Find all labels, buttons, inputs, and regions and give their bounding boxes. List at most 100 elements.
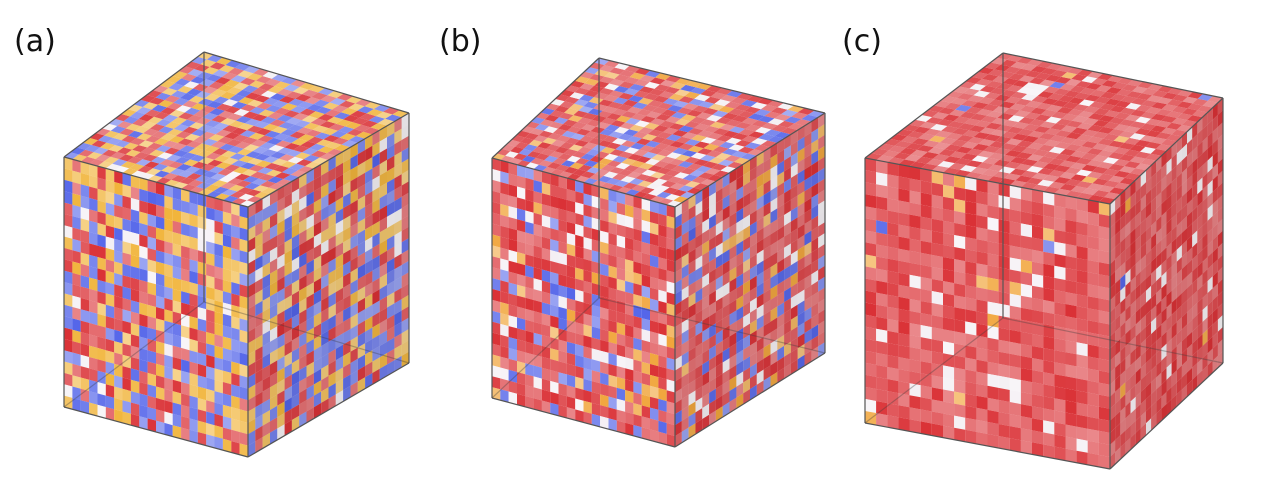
voxel	[105, 407, 115, 421]
voxel	[631, 113, 647, 121]
voxel	[550, 380, 559, 394]
voxel	[270, 269, 278, 286]
voxel	[350, 154, 358, 170]
voxel	[164, 147, 180, 155]
voxel	[197, 386, 207, 401]
voxel	[633, 392, 642, 406]
voxel	[284, 226, 292, 243]
voxel	[287, 124, 304, 132]
cube-front-face	[865, 158, 1110, 469]
voxel	[208, 81, 225, 90]
voxel	[608, 341, 617, 355]
voxel	[181, 222, 190, 237]
voxel	[306, 395, 314, 412]
voxel	[500, 269, 509, 283]
voxel	[660, 156, 676, 164]
voxel	[312, 125, 329, 133]
voxel	[357, 206, 366, 223]
voxel	[365, 282, 373, 298]
voxel	[184, 61, 201, 69]
voxel	[702, 327, 710, 343]
voxel	[149, 97, 165, 105]
voxel	[675, 154, 691, 162]
voxel	[605, 124, 620, 132]
voxel	[387, 155, 395, 172]
voxel	[541, 291, 551, 305]
voxel	[675, 333, 682, 349]
voxel	[239, 284, 248, 298]
voxel	[500, 323, 509, 337]
voxel	[189, 270, 198, 285]
voxel	[620, 176, 636, 183]
voxel	[628, 95, 644, 103]
voxel	[157, 152, 173, 160]
voxel	[224, 79, 240, 88]
voxel	[231, 441, 240, 455]
voxel	[541, 258, 551, 272]
voxel	[203, 67, 219, 75]
voxel	[154, 112, 170, 120]
voxel	[525, 133, 539, 140]
voxel	[139, 188, 148, 203]
voxel	[722, 148, 738, 156]
voxel	[156, 420, 165, 435]
voxel	[566, 199, 576, 213]
voxel	[566, 341, 576, 355]
voxel	[702, 294, 710, 310]
voxel	[591, 184, 601, 198]
voxel	[558, 197, 567, 211]
voxel	[688, 259, 696, 275]
voxel	[606, 142, 622, 150]
voxel	[140, 147, 156, 155]
voxel	[168, 161, 184, 169]
voxel	[343, 115, 360, 122]
voxel	[299, 309, 307, 325]
voxel	[343, 192, 351, 209]
voxel	[379, 148, 387, 165]
voxel	[650, 320, 659, 334]
voxel	[719, 141, 736, 149]
voxel	[217, 84, 234, 92]
voxel	[64, 179, 73, 194]
voxel	[291, 415, 300, 432]
voxel	[105, 225, 115, 239]
voxel	[222, 382, 232, 396]
voxel	[181, 325, 190, 339]
voxel	[492, 354, 501, 368]
voxel	[248, 259, 256, 276]
voxel	[313, 277, 322, 294]
voxel	[95, 128, 111, 136]
voxel	[95, 154, 111, 162]
voxel	[702, 305, 710, 321]
voxel	[579, 135, 595, 143]
voxel	[291, 302, 300, 318]
voxel	[599, 129, 615, 136]
voxel	[156, 352, 165, 367]
voxel	[321, 375, 329, 392]
voxel	[291, 279, 300, 295]
voxel	[630, 160, 646, 168]
voxel	[231, 270, 240, 285]
voxel	[658, 333, 667, 347]
voxel	[508, 238, 517, 252]
voxel	[203, 177, 219, 185]
voxel	[328, 326, 336, 342]
voxel	[156, 119, 172, 127]
voxel	[667, 176, 683, 184]
voxel	[248, 293, 256, 310]
voxel	[663, 145, 679, 153]
voxel	[251, 88, 268, 96]
voxel	[718, 106, 735, 113]
voxel	[541, 378, 551, 392]
voxel	[688, 281, 696, 297]
voxel	[64, 350, 73, 364]
voxel	[262, 341, 270, 358]
voxel	[734, 104, 751, 111]
voxel	[702, 251, 710, 267]
voxel	[666, 313, 675, 327]
voxel	[262, 251, 270, 267]
voxel	[274, 107, 291, 115]
voxel	[323, 135, 340, 142]
voxel	[627, 136, 642, 143]
voxel	[139, 291, 148, 305]
